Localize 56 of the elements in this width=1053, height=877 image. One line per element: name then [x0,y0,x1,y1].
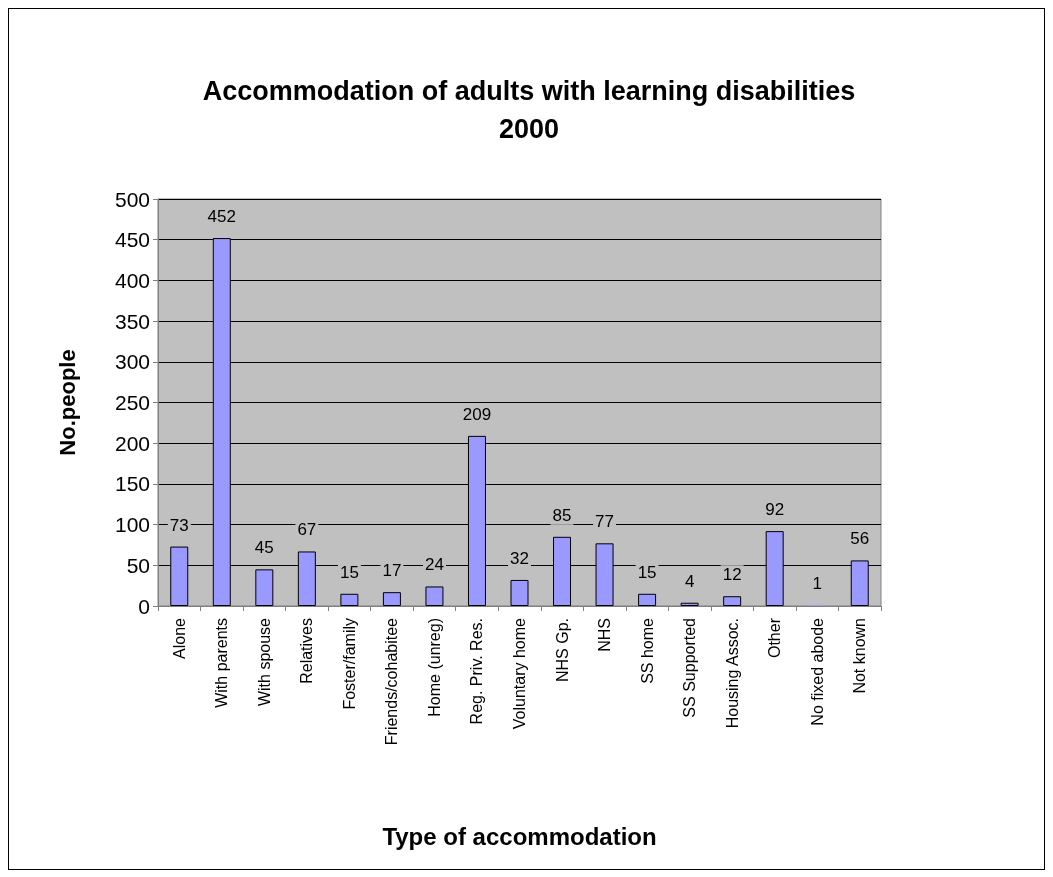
data-label: 15 [637,562,657,582]
data-label: 73 [169,515,189,535]
bar [723,596,742,606]
x-tick-label: With spouse [255,617,273,707]
y-tick-label: 0 [138,594,150,618]
x-tick-label: Housing Assoc. [723,618,741,729]
data-label: 1 [812,574,822,594]
y-axis-title: No.people [54,349,80,456]
data-label: 24 [424,555,444,575]
bar [638,593,657,606]
y-tick-label: 50 [126,553,150,577]
x-tick-label: Other [766,617,784,659]
data-label: 4 [684,571,695,591]
y-tick-label: 300 [114,350,150,374]
x-tick-label: No fixed abode [808,617,826,726]
data-label: 77 [595,512,615,532]
x-tick-label: Relatives [298,618,316,684]
x-tick-label: Alone [170,617,188,659]
data-label: 15 [339,562,359,582]
x-tick-label: With parents [213,618,231,708]
y-tick-label: 450 [114,228,150,252]
x-tick-label: Home (unreg) [425,618,443,717]
bar [425,586,444,606]
y-tick-label: 400 [114,268,150,292]
bar [680,602,699,606]
x-axis-title: Type of accommodation [382,822,657,850]
data-label: 92 [765,500,785,520]
data-label: 67 [297,520,317,540]
bar [255,569,274,606]
data-label: 85 [552,505,572,525]
x-tick-label: Foster/family [340,618,358,710]
x-tick-label: SS home [638,617,656,684]
y-tick-label: 250 [114,391,150,414]
x-tick-label: Voluntary home [511,617,528,730]
data-label: 452 [207,207,236,227]
y-tick-label: 500 [114,187,150,211]
data-label: 56 [850,529,870,549]
data-label: 32 [510,548,529,568]
y-tick-label: 350 [114,309,150,333]
y-tick-label: 100 [114,513,150,537]
x-tick-label: Reg. Priv. Res. [468,618,486,725]
x-tick-label: Not known [851,618,869,694]
x-tick-label: SS Supported [681,618,699,718]
data-label: 12 [722,565,742,585]
y-tick-label: 200 [114,431,150,455]
data-label: 45 [254,538,274,558]
chart-title: Accommodation of adults with learning disabilities 2000 [202,76,856,144]
data-label: 17 [382,561,402,581]
x-tick-label: NHS Gp. [553,618,571,683]
bar [382,592,401,606]
bar [510,579,529,606]
x-tick-label: Friends/cohabitee [383,617,401,746]
bar [340,593,359,606]
x-tick-label: NHS [596,618,614,652]
data-label: 209 [462,404,492,424]
y-tick-label: 150 [114,472,150,496]
